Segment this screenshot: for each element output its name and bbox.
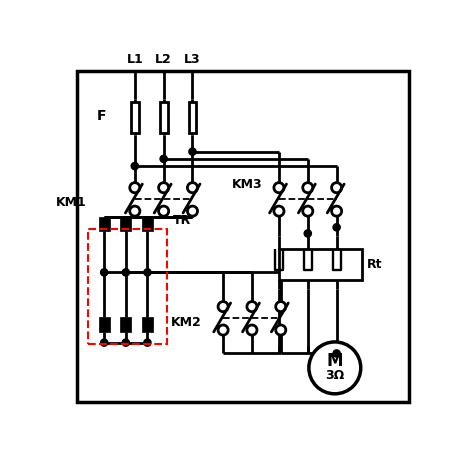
Circle shape [130, 206, 140, 216]
Bar [99, 217, 109, 231]
Circle shape [122, 339, 129, 346]
Circle shape [130, 183, 140, 193]
Circle shape [303, 206, 313, 216]
Bar [279, 249, 362, 279]
Bar [120, 317, 131, 332]
Text: TR: TR [173, 213, 191, 227]
Bar [120, 217, 131, 231]
Circle shape [189, 148, 196, 155]
Circle shape [144, 269, 151, 276]
Circle shape [218, 325, 228, 335]
Bar [160, 102, 168, 132]
Text: KM1: KM1 [55, 196, 86, 209]
Circle shape [247, 325, 257, 335]
Circle shape [304, 230, 311, 237]
Circle shape [144, 339, 151, 346]
Circle shape [274, 183, 284, 193]
Circle shape [276, 301, 286, 312]
Circle shape [160, 155, 167, 162]
Circle shape [218, 301, 228, 312]
Text: M: M [327, 351, 343, 370]
Circle shape [333, 224, 340, 231]
Circle shape [159, 183, 169, 193]
Circle shape [333, 350, 340, 357]
Text: KM3: KM3 [232, 177, 263, 190]
Circle shape [274, 206, 284, 216]
Bar [142, 317, 153, 332]
Bar [88, 229, 167, 344]
Circle shape [159, 206, 169, 216]
Circle shape [100, 269, 108, 276]
Circle shape [187, 183, 198, 193]
Circle shape [332, 183, 342, 193]
Circle shape [100, 339, 108, 346]
Circle shape [131, 162, 138, 170]
Text: Rt: Rt [367, 257, 383, 271]
Circle shape [332, 206, 342, 216]
Text: L2: L2 [155, 53, 172, 66]
Bar [142, 217, 153, 231]
Circle shape [122, 269, 129, 276]
Circle shape [276, 325, 286, 335]
Text: KM2: KM2 [171, 315, 201, 329]
Text: L3: L3 [184, 53, 201, 66]
Circle shape [309, 342, 361, 394]
Bar [131, 102, 139, 132]
Text: F: F [97, 109, 106, 123]
Text: 3Ω: 3Ω [325, 369, 345, 382]
Bar [189, 102, 196, 132]
Circle shape [247, 301, 257, 312]
Circle shape [187, 206, 198, 216]
Bar [99, 317, 109, 332]
Text: L1: L1 [127, 53, 143, 66]
Circle shape [303, 183, 313, 193]
